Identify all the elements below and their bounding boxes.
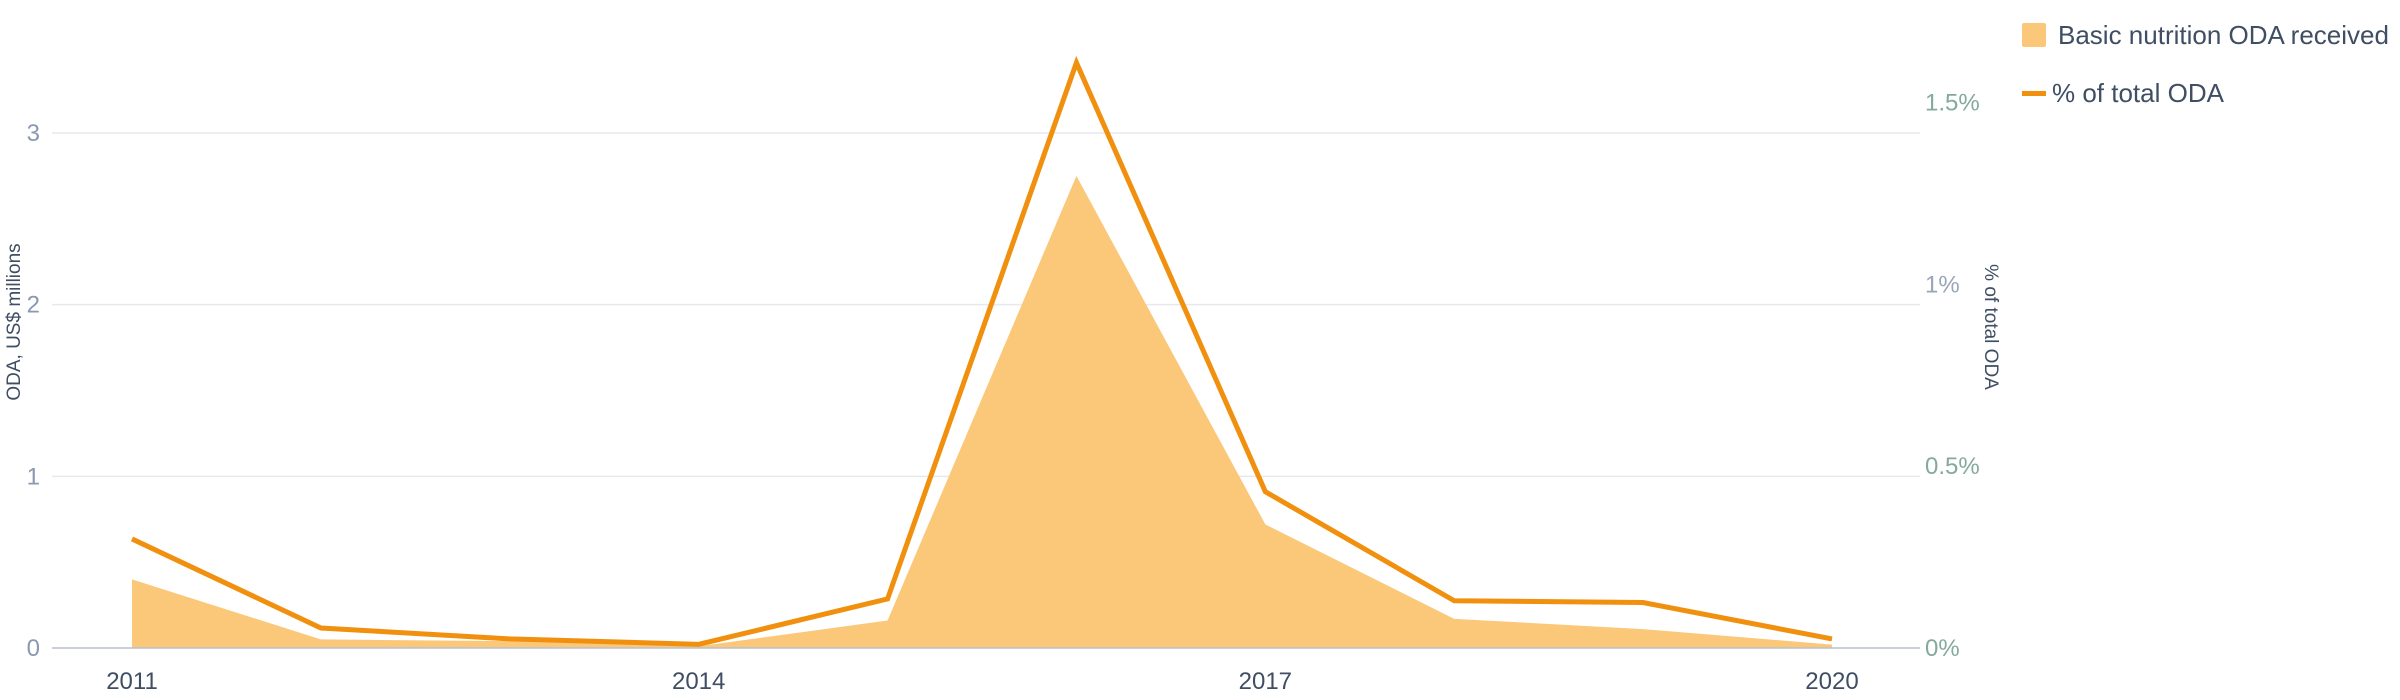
legend-label-line: % of total ODA [2052, 77, 2224, 108]
area-basic-nutrition-oda [132, 175, 1832, 648]
legend-item-area[interactable]: Basic nutrition ODA received [2022, 16, 2389, 54]
x-axis: 2011 2014 2017 2020 [52, 647, 1920, 695]
y-axis-right-title: % of total ODA [1980, 264, 2001, 390]
area-series [132, 175, 1832, 648]
y-right-tick-label-1: 0.5% [1925, 453, 1980, 480]
x-tick-label-2014: 2014 [672, 668, 725, 695]
x-tick-label-2011: 2011 [106, 668, 158, 695]
line-series [130, 55, 1833, 647]
x-tick-label-2020: 2020 [1805, 668, 1858, 695]
legend-swatch-line [2022, 90, 2046, 96]
legend-label-area: Basic nutrition ODA received [2058, 19, 2389, 50]
legend-item-line[interactable]: % of total ODA [2022, 74, 2389, 112]
y-right-tick-label-2: 1% [1925, 271, 1960, 298]
y-left-tick-label-1: 1 [27, 463, 40, 490]
y-axis-right: 0% 0.5% 1% 1.5% [1925, 90, 1980, 662]
y-right-tick-label-0: 0% [1925, 635, 1960, 662]
y-left-tick-label-2: 2 [27, 292, 40, 319]
legend: Basic nutrition ODA received % of total … [2022, 16, 2389, 132]
line-pct-total-oda [130, 55, 1833, 647]
y-left-tick-label-3: 3 [27, 120, 40, 147]
y-axis-left-title: ODA, US$ millions [4, 243, 25, 400]
y-right-tick-label-3: 1.5% [1925, 90, 1980, 117]
x-tick-label-2017: 2017 [1239, 668, 1292, 695]
y-axis-left: 0 1 2 3 [27, 120, 40, 662]
legend-swatch-area [2022, 23, 2046, 47]
y-left-tick-label-0: 0 [27, 635, 40, 662]
